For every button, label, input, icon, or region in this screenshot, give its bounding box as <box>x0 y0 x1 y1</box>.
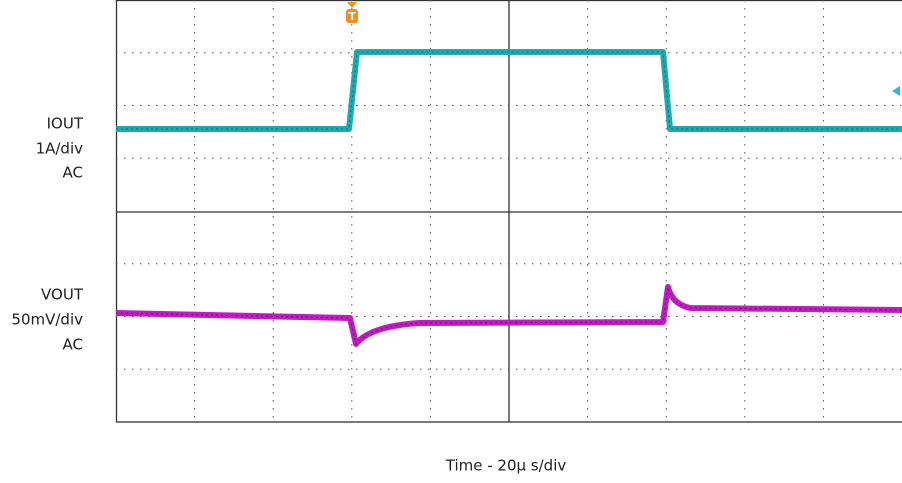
channel-name: VOUT <box>41 286 84 304</box>
channel-name: IOUT <box>47 115 84 133</box>
time-scale: Time - 20µ s/div <box>445 457 567 475</box>
channel-scale: 1A/div <box>36 140 84 158</box>
channel-scale: 50mV/div <box>11 311 83 329</box>
channel-coupling: AC <box>63 164 83 182</box>
plot-area: T <box>116 0 902 422</box>
channel-coupling: AC <box>63 336 83 354</box>
trigger-label: T <box>348 10 356 23</box>
